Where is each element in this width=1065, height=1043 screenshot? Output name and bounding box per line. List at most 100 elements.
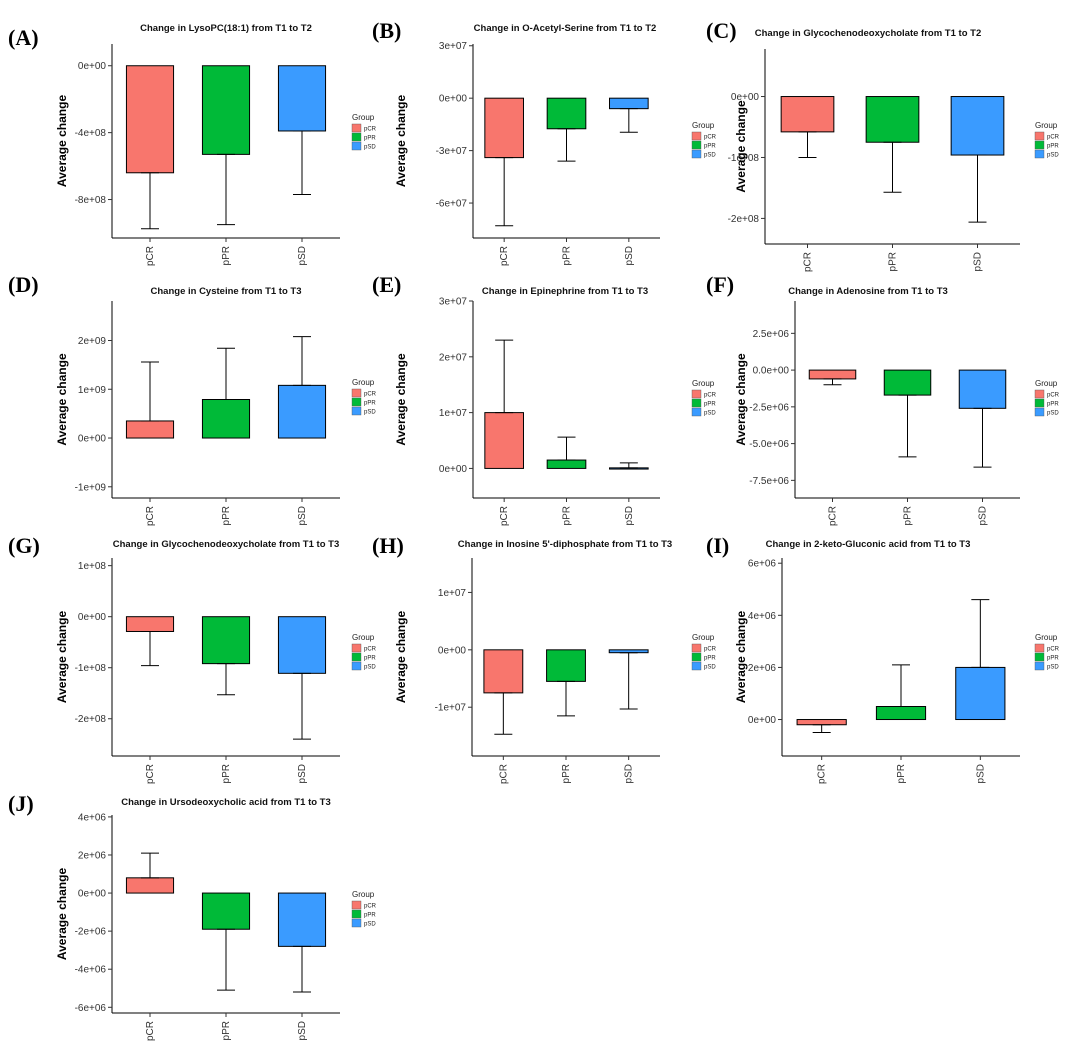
chart-panel-8: (H) Change in Inosine 5'-diphosphate from… [372, 533, 717, 784]
legend-swatch-pCR [351, 388, 362, 398]
legend-label-pPR: pPR [1047, 656, 1059, 662]
y-tick-label: 0e+00 [731, 92, 760, 103]
legend: Group pCR pPR pSD [691, 121, 717, 159]
legend-label-pSD: pSD [364, 922, 376, 928]
legend-label-pSD: pSD [1047, 411, 1059, 417]
legend-title: Group [1035, 121, 1058, 130]
legend-label-pPR: pPR [704, 144, 716, 150]
legend-label-pPR: pPR [364, 656, 376, 662]
x-tick-label: pSD [624, 246, 635, 265]
y-tick-label: -2e+08 [75, 714, 107, 725]
legend-label-pSD: pSD [1047, 665, 1059, 671]
y-tick-label: 4e+06 [748, 611, 777, 622]
legend-swatch-pSD [351, 918, 362, 928]
x-tick-label: pPR [561, 764, 572, 783]
legend-label-pCR: pCR [364, 647, 377, 653]
bar-pPR [201, 399, 251, 439]
legend-label-pSD: pSD [704, 153, 716, 159]
chart-panel-3: (C) Change in Glycochenodeoxycholate from… [706, 18, 1060, 272]
panel-letter: (F) [706, 272, 734, 297]
legend-title: Group [1035, 379, 1058, 388]
legend-title: Group [352, 113, 375, 122]
legend-label-pSD: pSD [364, 410, 376, 416]
y-tick-label: -6e+07 [436, 199, 468, 210]
chart-title: Change in Inosine 5'-diphosphate from T1… [458, 539, 672, 550]
y-tick-label: 2e+06 [748, 663, 777, 674]
chart-panel-6: (F) Change in Adenosine from T1 to T3 2.5e… [706, 272, 1060, 526]
legend-swatch-pSD [1034, 661, 1045, 671]
y-tick-label: -1e+09 [75, 482, 107, 493]
y-tick-label: 0e+00 [78, 612, 107, 623]
panel-letter: (G) [8, 533, 40, 558]
y-tick-label: 2e+07 [439, 352, 468, 363]
x-tick-label: pCR [145, 1021, 156, 1041]
y-axis-label: Average change [394, 611, 408, 704]
panel-letter: (J) [8, 791, 34, 816]
legend-swatch-pCR [691, 131, 702, 141]
legend: Group pCR pPR pSD [351, 633, 377, 671]
x-tick-label: pPR [562, 246, 573, 265]
chart-panel-4: (D) Change in Cysteine from T1 to T3 2e+09… [8, 272, 377, 526]
bar-pCR [484, 97, 524, 159]
legend-swatch-pSD [351, 406, 362, 416]
legend-swatch-pCR [351, 643, 362, 653]
x-tick-label: pSD [624, 506, 635, 525]
bar-pCR [125, 65, 175, 174]
legend-swatch-pPR [351, 652, 362, 662]
chart-panel-5: (E) Change in Epinephrine from T1 to T3 3e… [372, 272, 717, 526]
y-tick-label: -4e+08 [75, 128, 107, 139]
legend-swatch-pSD [691, 149, 702, 159]
x-tick-label: pSD [978, 506, 989, 525]
y-tick-label: 0e+00 [439, 464, 468, 475]
legend-swatch-pPR [351, 397, 362, 407]
legend-label-pCR: pCR [1047, 135, 1060, 141]
y-tick-label: -1e+08 [75, 663, 107, 674]
y-tick-label: -5.0e+06 [749, 439, 789, 450]
legend-swatch-pCR [1034, 643, 1045, 653]
legend-label-pSD: pSD [1047, 153, 1059, 159]
legend-label-pSD: pSD [704, 665, 716, 671]
x-tick-label: pPR [221, 764, 232, 783]
y-tick-label: -1e+08 [728, 153, 760, 164]
chart-title: Change in O-Acetyl-Serine from T1 to T2 [474, 23, 657, 34]
bar-pPR [875, 706, 927, 721]
bar-pCR [780, 96, 835, 133]
y-axis-label: Average change [55, 868, 69, 961]
bar-pPR [546, 459, 587, 469]
y-tick-label: 2.5e+06 [753, 329, 790, 340]
legend-label-pPR: pPR [364, 401, 376, 407]
panel-letter: (A) [8, 25, 39, 50]
legend-swatch-pPR [691, 652, 702, 662]
y-tick-label: 0e+00 [439, 94, 468, 105]
x-tick-label: pSD [297, 1021, 308, 1040]
legend-label-pCR: pCR [704, 393, 717, 399]
legend-swatch-pPR [691, 140, 702, 150]
y-tick-label: 0e+00 [748, 715, 777, 726]
chart-title: Change in Glycochenodeoxycholate from T1… [755, 28, 981, 39]
y-tick-label: 0e+00 [438, 645, 467, 656]
legend: Group pCR pPR pSD [351, 378, 377, 416]
x-tick-label: pSD [297, 506, 308, 525]
y-tick-label: 1e+07 [438, 588, 467, 599]
legend: Group pCR pPR pSD [691, 633, 717, 671]
chart-title: Change in 2-keto-Gluconic acid from T1 t… [766, 539, 971, 550]
bar-pPR [201, 892, 251, 930]
chart-panel-7: (G) Change in Glycochenodeoxycholate from… [8, 533, 377, 784]
x-tick-label: pCR [498, 764, 509, 784]
panel-letter: (H) [372, 533, 404, 558]
legend: Group pCR pPR pSD [351, 890, 377, 928]
y-tick-label: 0e+00 [78, 61, 107, 72]
y-tick-label: 2e+06 [78, 850, 107, 861]
legend-label-pPR: pPR [1047, 144, 1059, 150]
legend-label-pCR: pCR [1047, 393, 1060, 399]
x-tick-label: pSD [975, 764, 986, 783]
x-tick-label: pPR [888, 252, 899, 271]
chart-title: Change in Ursodeoxycholic acid from T1 t… [121, 797, 331, 808]
bar-pSD [277, 892, 327, 947]
legend-label-pPR: pPR [1047, 402, 1059, 408]
legend-label-pPR: pPR [364, 913, 376, 919]
legend: Group pCR pPR pSD [1034, 379, 1060, 417]
chart-panel-10: (J) Change in Ursodeoxycholic acid from T… [8, 791, 377, 1041]
x-tick-label: pCR [803, 252, 814, 272]
